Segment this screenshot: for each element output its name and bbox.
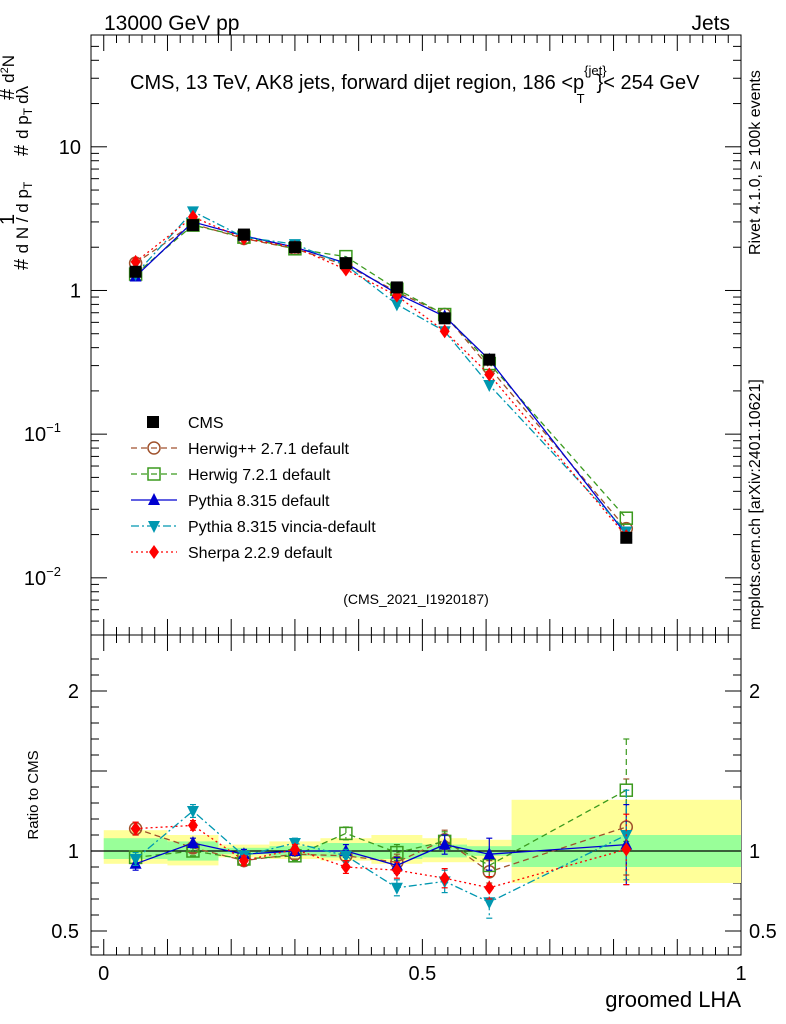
ratio-point-vincia [339, 850, 352, 863]
y-tick-label: 10−1 [24, 420, 61, 446]
legend-marker-herwig7 [147, 467, 161, 481]
main-panel: 10−2 10−1 1 10 [24, 34, 742, 636]
ratio-point-vincia [186, 806, 199, 818]
point-cms [390, 281, 403, 294]
point-cms [483, 353, 496, 366]
series-line-pythia [135, 221, 627, 535]
ratio-point-sherpa [484, 880, 495, 895]
ratio-point-vincia [129, 854, 142, 866]
ratio-point-sherpa [340, 860, 351, 874]
ratio-point-sherpa [289, 842, 300, 857]
series-line-herwigpp [135, 223, 627, 530]
point-herwig7 [619, 511, 634, 525]
ratio-y-axis-label: Ratio to CMS [25, 750, 42, 839]
main-ylabel-one: 1 [0, 214, 19, 225]
legend-label-sherpa: Sherpa 2.2.9 default [188, 545, 333, 562]
point-vincia [483, 379, 496, 392]
ratio-point-pythia [438, 837, 451, 850]
header-text: 13000 GeV pp Jets CMS, 13 TeV, AK8 jets,… [104, 12, 764, 630]
legend-marker-pythia [148, 493, 160, 505]
ratio-line-herwig7 [135, 789, 627, 867]
x-tick-label: 0 [98, 963, 109, 985]
point-cms [186, 219, 199, 232]
point-vincia [390, 299, 403, 312]
series-line-sherpa [135, 216, 627, 537]
main-ylabel-num: #d2N [0, 55, 19, 100]
legend-label-vincia: Pythia 8.315 vincia-default [188, 519, 376, 536]
ratio-point-sherpa [391, 863, 402, 878]
y-tick-label: 1 [70, 280, 81, 302]
legend-marker-cms [147, 416, 159, 428]
legend-marker-sherpa [149, 545, 159, 559]
ratio-y-tick-label-right: 0.5 [749, 921, 777, 943]
point-cms [339, 257, 352, 270]
ratio-y-tick-label-right: 1 [749, 841, 760, 863]
ratio-y-tick-label: 0.5 [51, 921, 79, 943]
uncertainty-band-inner [103, 838, 168, 859]
ratio-y-tick-label-right: 2 [749, 681, 760, 703]
point-sherpa [484, 367, 495, 382]
header-right: Jets [691, 12, 730, 35]
ratio-point-vincia [483, 897, 496, 910]
analysis-watermark: (CMS_2021_I1920187) [343, 591, 489, 607]
point-cms [237, 228, 250, 241]
ratio-point-pythia [483, 847, 496, 860]
rivet-label: Rivet 4.1.0, ≥ 100k events [747, 70, 764, 255]
plot-title: CMS, 13 TeV, AK8 jets, forward dijet reg… [130, 63, 700, 106]
ratio-y-tick-label: 2 [68, 681, 79, 703]
ratio-point-sherpa [187, 818, 198, 833]
ratio-point-pythia [186, 836, 199, 848]
y-tick-label: 10−2 [24, 564, 61, 590]
main-ylabel-denom: #d pTdλ [11, 85, 35, 156]
ratio-point-vincia [390, 882, 403, 895]
title-main: CMS, 13 TeV, AK8 jets, forward dijet reg… [130, 72, 584, 94]
main-ylabel: # d N / d pT 1 #d pTdλ #d2N [0, 55, 35, 270]
point-sherpa [130, 254, 141, 269]
header-left: 13000 GeV pp [104, 12, 239, 35]
legend-label-herwig7: Herwig 7.2.1 default [188, 467, 331, 484]
ratio-y-tick-label: 1 [68, 841, 79, 863]
ratio-point-sherpa [439, 871, 450, 886]
ratio-point-herwig7 [339, 826, 353, 841]
ratio-point-sherpa [130, 821, 141, 836]
point-cms [288, 241, 301, 254]
ratio-frame [90, 634, 742, 956]
x-tick-label: 0.5 [408, 963, 436, 985]
series-line-vincia [135, 210, 627, 532]
legend: CMS Herwig++ 2.7.1 default Herwig 7.2.1 de… [131, 415, 376, 562]
legend-label-cms: CMS [188, 415, 224, 432]
point-cms [438, 312, 451, 325]
legend-label-herwigpp: Herwig++ 2.7.1 default [188, 441, 350, 458]
point-sherpa [439, 324, 450, 339]
main-ylabel-text: # d N / d pT [11, 181, 35, 270]
mcplots-label: mcplots.cern.ch [arXiv:2401.10621] [747, 379, 764, 630]
x-axis-label: groomed LHA [605, 987, 741, 1012]
title-sub: T [577, 91, 585, 106]
ratio-point-sherpa [621, 842, 632, 857]
title-end: }< 254 GeV [597, 72, 701, 94]
legend-marker-vincia [148, 521, 160, 533]
ratio-point-sherpa [238, 853, 249, 868]
point-cms [129, 265, 142, 278]
point-cms [620, 531, 633, 544]
y-tick-label: 10 [59, 137, 81, 159]
title-sup: {jet} [584, 63, 607, 78]
x-tick-label: 1 [735, 963, 746, 985]
legend-label-pythia: Pythia 8.315 default [188, 493, 330, 510]
legend-marker-herwigpp [147, 441, 161, 455]
